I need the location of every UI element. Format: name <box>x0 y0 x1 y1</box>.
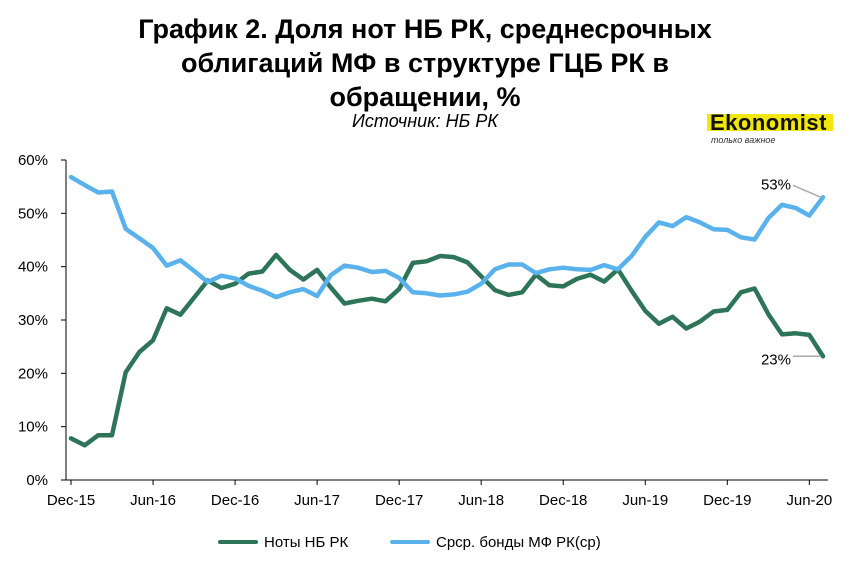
end-label-leader <box>792 184 822 199</box>
y-tick-label: 20% <box>18 365 48 382</box>
series-line-notes <box>68 252 826 448</box>
x-tick-label: Dec-15 <box>47 492 95 509</box>
x-tick-label: Jun-17 <box>294 492 340 509</box>
series-line-bonds <box>68 174 826 300</box>
logo-highlight-bar <box>707 114 833 131</box>
y-tick-label: 10% <box>18 419 48 436</box>
logo-tagline: только важное <box>711 135 776 145</box>
chart-source: Источник: НБ РК <box>352 111 498 131</box>
legend-label-bonds: Срср. бонды МФ РК(ср) <box>436 533 601 551</box>
x-tick-label: Dec-19 <box>703 492 751 509</box>
chart-title: График 2. Доля нот НБ РК, среднесрочных … <box>0 12 850 114</box>
y-tick-label: 40% <box>18 259 48 276</box>
chart-title-line-3: обращении, % <box>329 82 521 112</box>
x-tick-label: Jun-18 <box>458 492 504 509</box>
chart-axes <box>61 159 828 485</box>
chart-annotations: 23% 53% <box>761 176 822 368</box>
y-tick-label: 50% <box>18 205 48 222</box>
legend-swatch-bonds <box>390 540 430 544</box>
legend-item-bonds: Срср. бонды МФ РК(ср) <box>390 531 601 553</box>
x-tick-label: Jun-16 <box>130 492 176 509</box>
y-tick-label: 30% <box>18 312 48 329</box>
end-data-label: 53% <box>761 176 791 193</box>
chart-title-line-2: облигаций МФ в структуре ГЦБ РК в <box>181 48 669 78</box>
chart-legend: Ноты НБ РК Срср. бонды МФ РК(ср) <box>0 531 850 553</box>
ekonomist-logo: Ekonomist только важное <box>705 108 840 148</box>
chart-tick-labels: 0% 10% 20% 30% 40% 50% 60% Dec-15 Jun-16 Dec-16 Ju… <box>18 152 832 509</box>
x-tick-label: Dec-18 <box>539 492 587 509</box>
y-tick-label: 0% <box>26 472 48 489</box>
chart-series <box>68 174 826 448</box>
x-tick-label: Dec-17 <box>375 492 423 509</box>
x-tick-label: Jun-19 <box>622 492 668 509</box>
legend-item-notes: Ноты НБ РК <box>218 531 348 553</box>
x-tick-label: Dec-16 <box>211 492 259 509</box>
logo-wordmark: Ekonomist <box>710 110 827 135</box>
chart-title-line-1: График 2. Доля нот НБ РК, среднесрочных <box>138 14 712 44</box>
legend-swatch-notes <box>218 540 258 544</box>
x-tick-label: Jun-20 <box>786 492 832 509</box>
end-data-label: 23% <box>761 351 791 368</box>
legend-label-notes: Ноты НБ РК <box>264 533 349 551</box>
y-tick-label: 60% <box>18 152 48 169</box>
